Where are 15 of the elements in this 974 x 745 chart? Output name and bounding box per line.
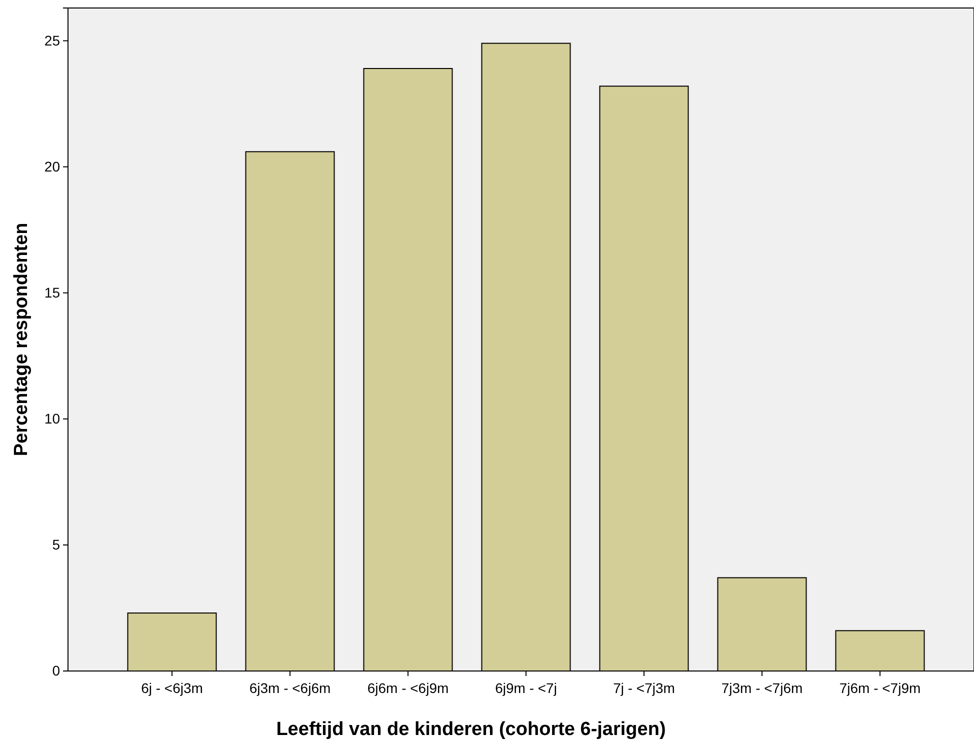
- y-axis-title: Percentage respondenten: [11, 222, 32, 456]
- y-tick-label: 25: [44, 32, 60, 48]
- x-tick-label: 6j9m - <7j: [495, 680, 557, 696]
- y-tick-label: 15: [44, 284, 60, 300]
- x-axis-title: Leeftijd van de kinderen (cohorte 6-jarigen): [276, 719, 666, 740]
- x-tick-label: 7j3m - <7j6m: [721, 680, 803, 696]
- x-tick-label: 7j - <7j3m: [613, 680, 675, 696]
- y-tick-label: 0: [52, 662, 60, 678]
- x-tick-label: 7j6m - <7j9m: [839, 680, 921, 696]
- x-tick-label: 6j6m - <6j9m: [367, 680, 449, 696]
- y-tick-label: 5: [52, 536, 60, 552]
- x-tick-label: 6j - <6j3m: [141, 680, 203, 696]
- y-tick-label: 20: [44, 158, 60, 174]
- x-tick-label: 6j3m - <6j6m: [249, 680, 331, 696]
- y-tick-label: 10: [44, 410, 60, 426]
